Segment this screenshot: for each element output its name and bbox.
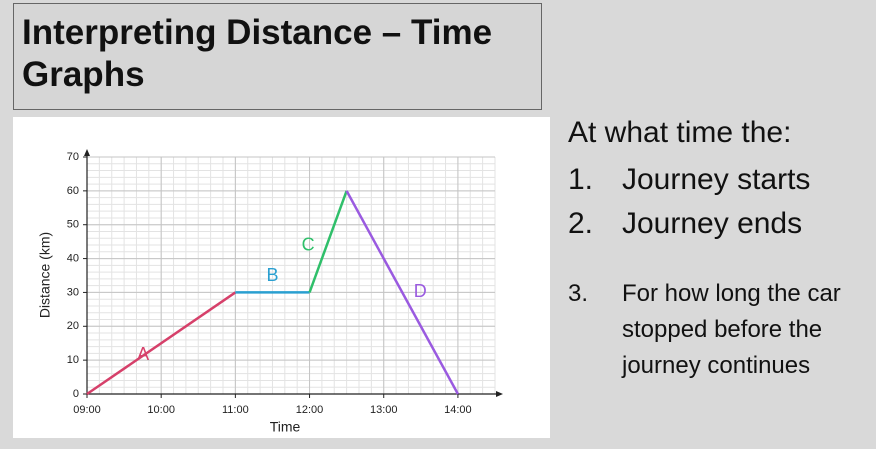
x-tick-label: 12:00 bbox=[296, 404, 324, 416]
questions: At what time the: 1. Journey starts 2. Jou… bbox=[568, 116, 867, 384]
y-tick-label: 10 bbox=[67, 354, 79, 366]
y-tick-label: 70 bbox=[67, 151, 79, 163]
series-label: D bbox=[414, 281, 427, 301]
question-number: 3. bbox=[568, 280, 589, 307]
x-axis-label: Time bbox=[270, 419, 301, 435]
y-tick-label: 20 bbox=[67, 320, 79, 332]
series-label: B bbox=[266, 265, 278, 285]
question: 3. For how long the car stopped before th… bbox=[568, 276, 867, 384]
question: 2. Journey ends bbox=[568, 202, 867, 246]
y-tick-label: 0 bbox=[73, 388, 79, 400]
series-label: A bbox=[137, 344, 149, 364]
question: 1. Journey starts bbox=[568, 158, 867, 202]
x-tick-label: 11:00 bbox=[222, 404, 249, 416]
question-number: 2. bbox=[568, 207, 594, 240]
y-tick-label: 50 bbox=[67, 219, 79, 231]
series-line bbox=[308, 190, 348, 293]
chart: Time Distance (km) 0 10 20 30 40 50 60 70 09:00 1… bbox=[13, 117, 550, 438]
question-text: For how long the car stopped before the … bbox=[622, 280, 841, 379]
slide-title: Interpreting Distance – Time Graphs bbox=[13, 3, 542, 110]
axis-arrow bbox=[496, 391, 503, 397]
y-axis-label: Distance (km) bbox=[37, 232, 53, 318]
series-line bbox=[86, 291, 237, 396]
question-number: 1. bbox=[568, 163, 594, 196]
x-tick-label: 13:00 bbox=[370, 404, 398, 416]
y-tick-label: 40 bbox=[67, 252, 79, 264]
series-label: C bbox=[302, 234, 315, 254]
series-line bbox=[345, 190, 460, 395]
question-intro: At what time the: bbox=[568, 116, 792, 149]
x-tick-label: 14:00 bbox=[444, 404, 472, 416]
y-tick-label: 30 bbox=[67, 286, 79, 298]
question-text: Journey ends bbox=[622, 207, 803, 240]
x-tick-label: 10:00 bbox=[147, 404, 175, 416]
question-text: Journey starts bbox=[622, 163, 811, 196]
y-tick-label: 60 bbox=[67, 185, 79, 197]
x-tick-label: 09:00 bbox=[73, 404, 101, 416]
axis-arrow bbox=[84, 149, 90, 156]
